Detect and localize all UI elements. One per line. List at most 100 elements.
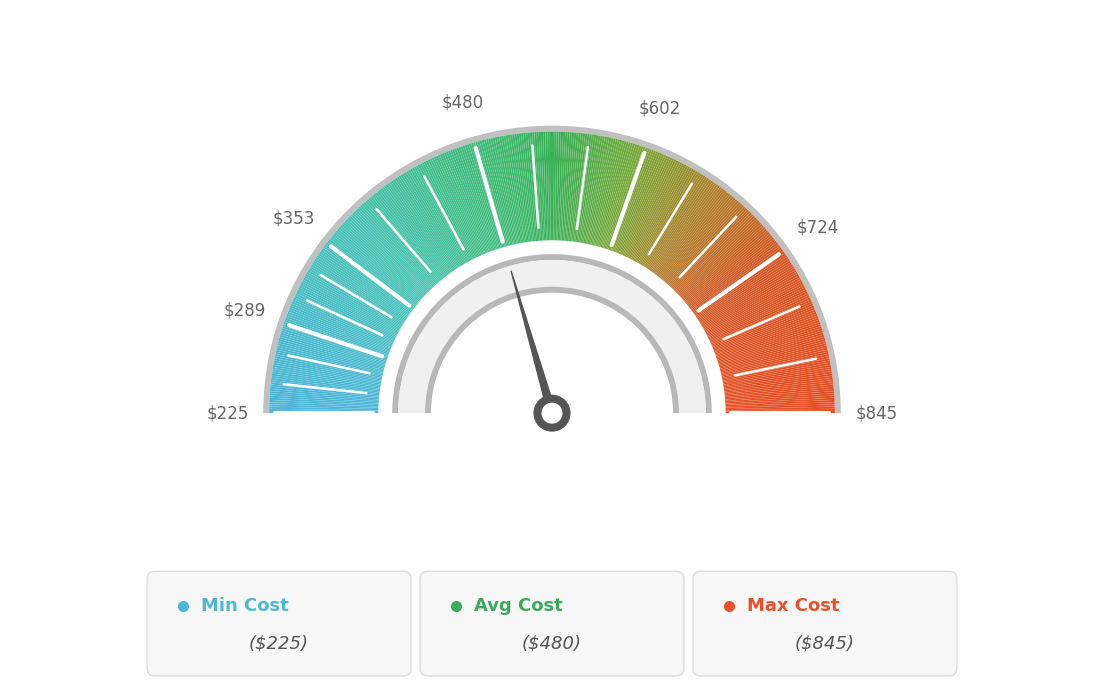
Wedge shape (595, 141, 625, 246)
Wedge shape (652, 184, 719, 273)
Wedge shape (429, 159, 478, 257)
Wedge shape (490, 138, 516, 244)
Wedge shape (590, 139, 616, 245)
Wedge shape (297, 289, 396, 338)
Wedge shape (662, 196, 734, 281)
Wedge shape (290, 306, 392, 348)
Wedge shape (269, 408, 379, 412)
Wedge shape (675, 214, 754, 292)
Wedge shape (270, 386, 379, 398)
Wedge shape (724, 384, 834, 397)
Wedge shape (581, 135, 601, 243)
Wedge shape (263, 126, 841, 413)
Wedge shape (279, 335, 385, 366)
Wedge shape (273, 367, 381, 386)
Wedge shape (716, 322, 820, 358)
Wedge shape (614, 150, 654, 252)
Wedge shape (521, 133, 534, 242)
Wedge shape (701, 268, 796, 325)
Wedge shape (285, 320, 389, 357)
Wedge shape (454, 148, 493, 251)
Wedge shape (349, 216, 428, 293)
Wedge shape (607, 146, 644, 250)
Wedge shape (723, 360, 830, 382)
Wedge shape (422, 162, 474, 259)
Wedge shape (298, 287, 396, 337)
Wedge shape (458, 147, 496, 250)
Wedge shape (269, 404, 379, 409)
Polygon shape (511, 270, 561, 428)
Wedge shape (465, 145, 500, 248)
Wedge shape (270, 384, 380, 397)
Wedge shape (401, 175, 460, 267)
Wedge shape (474, 142, 505, 247)
Wedge shape (721, 350, 828, 375)
Wedge shape (406, 171, 464, 265)
Wedge shape (381, 188, 448, 276)
Wedge shape (335, 232, 420, 303)
Wedge shape (308, 268, 403, 325)
Wedge shape (722, 352, 828, 377)
Wedge shape (603, 144, 637, 248)
Wedge shape (587, 137, 612, 244)
Wedge shape (556, 132, 561, 240)
Wedge shape (514, 134, 530, 242)
Wedge shape (353, 211, 432, 290)
Wedge shape (348, 217, 427, 294)
Wedge shape (272, 375, 380, 391)
Wedge shape (678, 219, 758, 295)
Wedge shape (274, 362, 381, 384)
Wedge shape (669, 205, 744, 286)
Text: $225: $225 (206, 404, 248, 422)
Wedge shape (395, 178, 457, 269)
Wedge shape (350, 214, 429, 292)
Wedge shape (439, 154, 485, 255)
Wedge shape (680, 222, 761, 297)
Wedge shape (278, 341, 384, 370)
Wedge shape (619, 154, 665, 255)
Wedge shape (694, 251, 785, 315)
Wedge shape (611, 148, 650, 251)
Wedge shape (684, 232, 769, 303)
Text: ($845): ($845) (795, 634, 854, 652)
Wedge shape (617, 152, 660, 253)
Wedge shape (337, 228, 421, 301)
Wedge shape (276, 348, 383, 374)
Circle shape (534, 395, 570, 431)
Wedge shape (594, 140, 623, 246)
Wedge shape (645, 175, 705, 268)
Wedge shape (623, 156, 668, 255)
Wedge shape (725, 391, 835, 401)
Wedge shape (702, 272, 798, 328)
Wedge shape (682, 227, 766, 300)
Wedge shape (572, 134, 587, 242)
Wedge shape (668, 204, 742, 285)
Wedge shape (363, 202, 437, 284)
Wedge shape (338, 227, 422, 300)
Wedge shape (673, 213, 752, 291)
Wedge shape (294, 297, 394, 343)
Wedge shape (713, 310, 816, 351)
Wedge shape (661, 195, 732, 280)
FancyBboxPatch shape (693, 571, 957, 676)
Wedge shape (725, 393, 835, 402)
Wedge shape (427, 159, 477, 258)
Wedge shape (499, 136, 521, 244)
Wedge shape (495, 137, 518, 244)
Wedge shape (562, 132, 570, 241)
Wedge shape (554, 132, 559, 240)
Wedge shape (700, 266, 794, 324)
Wedge shape (570, 133, 583, 242)
Wedge shape (269, 391, 379, 401)
Wedge shape (648, 179, 711, 270)
Wedge shape (697, 259, 789, 319)
Wedge shape (280, 333, 385, 365)
Wedge shape (296, 291, 395, 339)
Wedge shape (425, 160, 476, 259)
Wedge shape (362, 204, 436, 285)
Wedge shape (269, 411, 379, 413)
Wedge shape (322, 248, 412, 313)
Wedge shape (390, 181, 454, 272)
Wedge shape (688, 237, 774, 306)
Wedge shape (699, 264, 793, 323)
